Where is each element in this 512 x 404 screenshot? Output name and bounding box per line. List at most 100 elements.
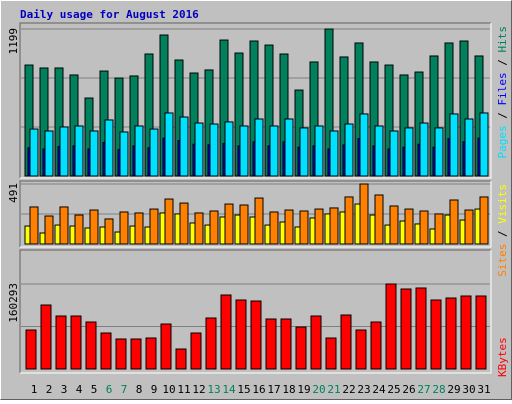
bar bbox=[164, 112, 174, 177]
bar bbox=[389, 205, 399, 245]
bar bbox=[265, 318, 277, 370]
bar bbox=[359, 113, 369, 177]
bar bbox=[404, 127, 414, 177]
bar bbox=[149, 208, 159, 245]
bar bbox=[115, 338, 127, 370]
bar bbox=[179, 116, 189, 177]
bar bbox=[460, 295, 472, 370]
bar bbox=[344, 123, 354, 177]
bar bbox=[194, 122, 204, 177]
bar bbox=[329, 207, 339, 245]
x-tick-label: 20 bbox=[312, 383, 325, 396]
bar bbox=[415, 287, 427, 370]
bar bbox=[70, 315, 82, 370]
bar bbox=[130, 338, 142, 370]
x-tick-label: 18 bbox=[282, 383, 295, 396]
bar bbox=[40, 304, 52, 370]
bar bbox=[284, 209, 294, 245]
legend-entry: Files bbox=[496, 72, 509, 105]
bar bbox=[449, 199, 459, 245]
bar bbox=[419, 210, 429, 245]
x-tick-label: 22 bbox=[342, 383, 355, 396]
bar bbox=[209, 123, 219, 177]
bar bbox=[55, 315, 67, 370]
legend-entry: Sites bbox=[496, 244, 509, 277]
bar bbox=[194, 212, 204, 245]
legend: KBytes bbox=[496, 337, 509, 377]
bar bbox=[29, 128, 39, 177]
legend: Pages / Files / Hits bbox=[496, 26, 509, 159]
panel-bevel bbox=[19, 249, 491, 373]
legend-entry: KBytes bbox=[496, 337, 509, 377]
x-tick-label: 24 bbox=[372, 383, 386, 396]
bar bbox=[104, 218, 114, 245]
bar bbox=[479, 112, 489, 177]
x-tick-label: 17 bbox=[267, 383, 280, 396]
bar bbox=[29, 206, 39, 245]
x-tick-label: 27 bbox=[417, 383, 430, 396]
legend-entry: Hits bbox=[496, 26, 509, 53]
bar bbox=[100, 332, 112, 370]
panel-bevel bbox=[20, 181, 492, 248]
bar bbox=[134, 212, 144, 245]
bar bbox=[404, 208, 414, 245]
bar bbox=[269, 125, 279, 177]
x-tick-label: 30 bbox=[462, 383, 475, 396]
bar bbox=[250, 300, 262, 370]
bar bbox=[295, 326, 307, 370]
legend-separator: / bbox=[496, 106, 509, 126]
x-tick-label: 29 bbox=[447, 383, 460, 396]
bar bbox=[385, 283, 397, 370]
bar bbox=[239, 204, 249, 245]
bar bbox=[434, 213, 444, 245]
x-tick-label: 11 bbox=[177, 383, 190, 396]
bar bbox=[74, 214, 84, 245]
bar bbox=[310, 315, 322, 370]
bar bbox=[374, 125, 384, 177]
bar bbox=[445, 297, 457, 370]
bar bbox=[44, 215, 54, 245]
bar bbox=[340, 314, 352, 370]
bar bbox=[220, 294, 232, 370]
x-tick-label: 3 bbox=[61, 383, 68, 396]
bar bbox=[464, 118, 474, 177]
bar bbox=[89, 130, 99, 177]
bar bbox=[464, 209, 474, 245]
bar bbox=[160, 323, 172, 370]
bar bbox=[235, 299, 247, 370]
x-tick-label: 7 bbox=[121, 383, 128, 396]
x-tick-label: 25 bbox=[387, 383, 400, 396]
bar bbox=[299, 127, 309, 177]
x-tick-label: 28 bbox=[432, 383, 445, 396]
bar bbox=[434, 127, 444, 177]
bar bbox=[59, 206, 69, 245]
bar bbox=[175, 348, 187, 370]
x-tick-label: 8 bbox=[136, 383, 143, 396]
bar bbox=[59, 126, 69, 177]
bar bbox=[179, 202, 189, 245]
bar bbox=[370, 321, 382, 370]
bar bbox=[325, 337, 337, 370]
bar bbox=[355, 329, 367, 370]
y-tick-label: 160293 bbox=[7, 283, 20, 323]
bar bbox=[299, 210, 309, 245]
bar bbox=[359, 183, 369, 245]
x-tick-label: 2 bbox=[46, 383, 53, 396]
panel-bevel bbox=[19, 22, 491, 178]
bar bbox=[269, 211, 279, 245]
bar bbox=[89, 209, 99, 245]
bar bbox=[209, 210, 219, 245]
panel-bevel bbox=[20, 250, 492, 374]
bar bbox=[239, 125, 249, 177]
bar bbox=[224, 203, 234, 245]
x-tick-label: 19 bbox=[297, 383, 310, 396]
bar bbox=[400, 288, 412, 370]
bar bbox=[314, 208, 324, 245]
bar bbox=[224, 121, 234, 177]
bar bbox=[419, 122, 429, 177]
x-tick-label: 1 bbox=[31, 383, 38, 396]
x-tick-label: 16 bbox=[252, 383, 265, 396]
bar bbox=[254, 118, 264, 177]
